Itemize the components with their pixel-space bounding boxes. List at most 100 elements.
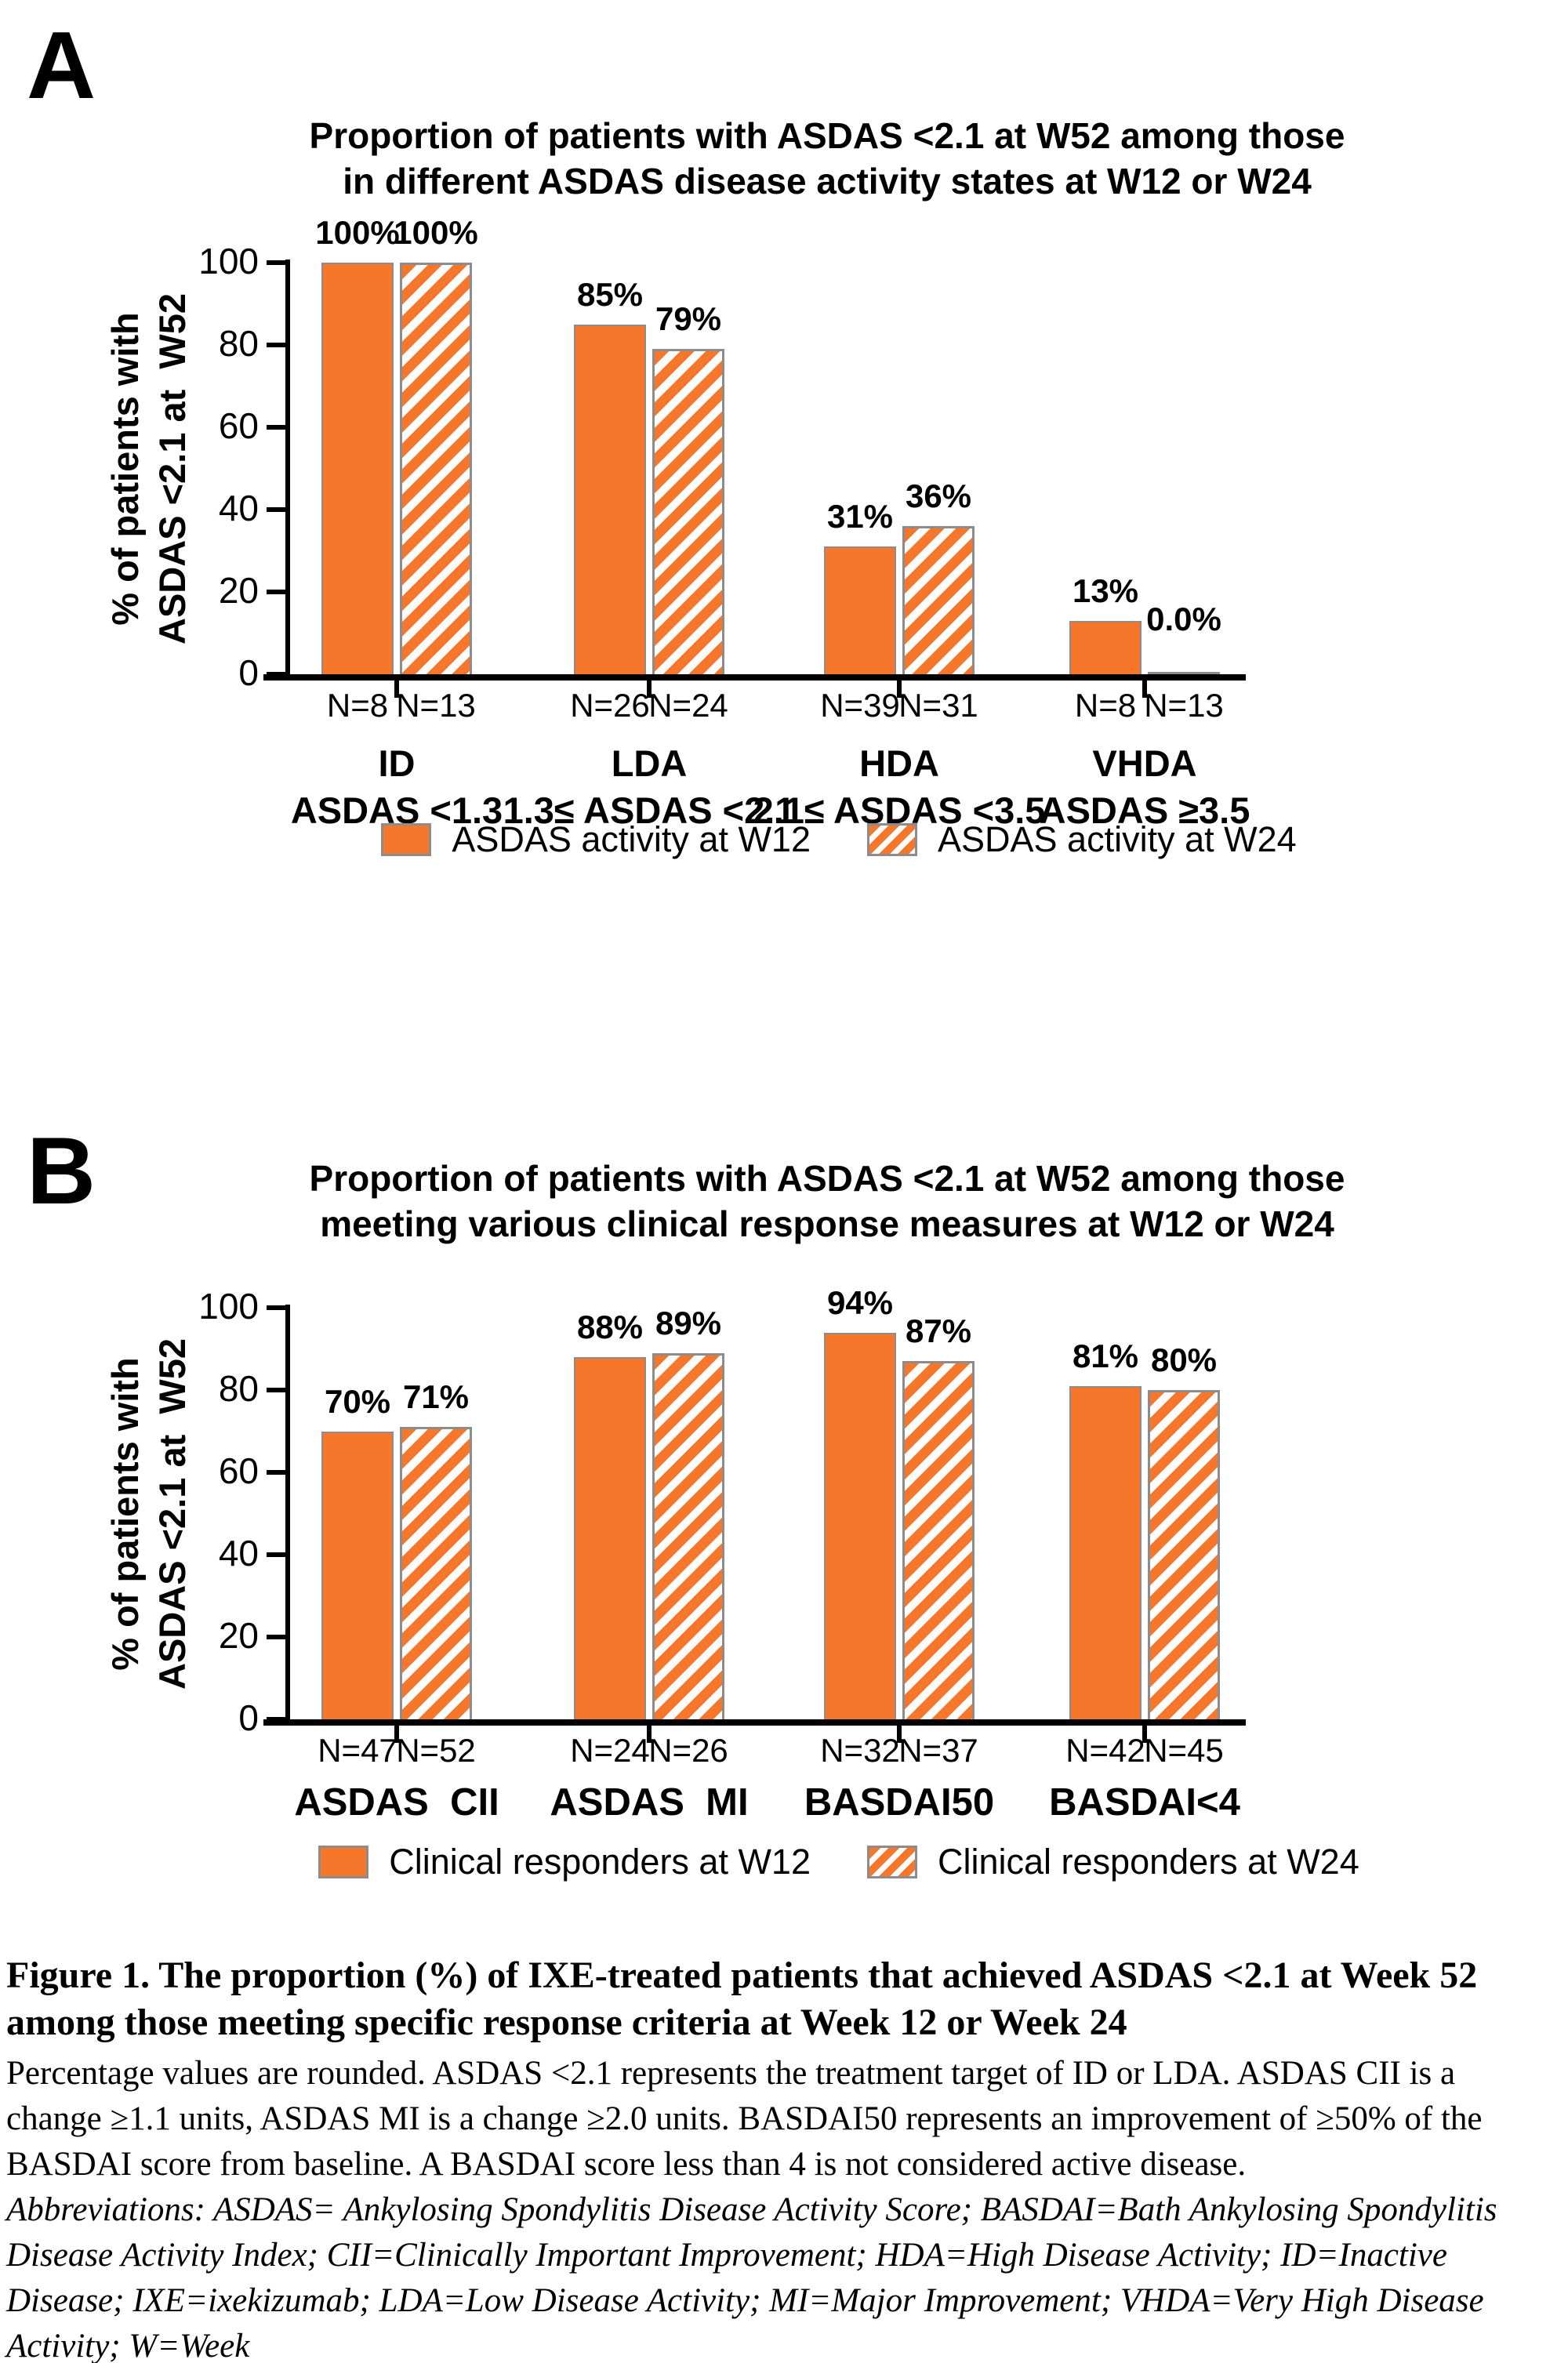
y-axis-tick xyxy=(267,343,285,347)
y-axis-tick-label: 60 xyxy=(218,1450,259,1491)
bar-n-label: N=47 xyxy=(318,1732,397,1769)
bar-hatched-w24 xyxy=(1148,1390,1220,1719)
bar-n-label: N=42 xyxy=(1065,1732,1145,1769)
bar-value-label: 71% xyxy=(402,1378,470,1416)
y-axis-tick xyxy=(267,1717,285,1722)
group-divider-tick xyxy=(394,1726,399,1743)
chart-a-legend: ASDAS activity at W12 ASDAS activity at … xyxy=(267,820,1411,859)
y-axis-tick-label: 20 xyxy=(218,1615,259,1656)
y-axis-tick-label: 60 xyxy=(218,405,259,446)
group-divider-tick xyxy=(1142,1726,1147,1743)
bar-value-label: 31% xyxy=(826,498,894,535)
bar-n-label: N=24 xyxy=(648,687,728,724)
bar-group: 85% N=26 79% N=24 LDA 1.3≤ ASDAS <2.1 xyxy=(503,263,796,831)
bar-value-label: 85% xyxy=(576,275,644,313)
bar-value-label: 87% xyxy=(905,1312,972,1350)
bar-solid-w12 xyxy=(1069,1385,1142,1719)
bar-n-label: N=32 xyxy=(820,1732,900,1769)
caption-abbreviations: Abbreviations: ASDAS= Ankylosing Spondyl… xyxy=(6,2191,1497,2363)
chart-b-x-axis-line xyxy=(263,1719,1246,1726)
group-divider-tick xyxy=(897,681,902,698)
legend-label-w12: Clinical responders at W12 xyxy=(389,1842,811,1882)
bar-value-label: 81% xyxy=(1072,1337,1139,1374)
bar-n-label: N=37 xyxy=(898,1732,978,1769)
y-axis-tick xyxy=(267,590,285,594)
y-axis-tick-label: 20 xyxy=(218,570,259,611)
bar-n-label: N=52 xyxy=(396,1732,476,1769)
bar-value-label: 80% xyxy=(1150,1341,1218,1378)
y-axis-tick xyxy=(267,1470,285,1475)
panel-letter-a: A xyxy=(27,12,96,118)
chart-a-title: Proportion of patients with ASDAS <2.1 a… xyxy=(278,113,1376,204)
bar-value-label: 100% xyxy=(394,214,478,251)
bar-solid-w12 xyxy=(574,1357,646,1719)
chart-b-y-axis-line xyxy=(285,1305,290,1726)
y-axis-tick-label: 100 xyxy=(198,241,259,281)
chart-a-title-line2: in different ASDAS disease activity stat… xyxy=(343,161,1312,201)
legend-label-w12: ASDAS activity at W12 xyxy=(452,819,811,859)
category-label: VHDA xyxy=(1092,742,1197,784)
y-axis-tick xyxy=(267,1552,285,1557)
bar-value-label: 88% xyxy=(576,1309,644,1345)
category-label: HDA xyxy=(859,742,939,784)
y-axis-tick-label: 80 xyxy=(218,323,259,364)
figure-caption: Figure 1. The proportion (%) of IXE-trea… xyxy=(6,1952,1557,2363)
bar-n-label: N=8 xyxy=(1074,687,1137,724)
bar-n-label: N=13 xyxy=(1144,687,1224,724)
group-divider-tick xyxy=(647,681,652,698)
y-axis-tick-label: 80 xyxy=(218,1368,259,1409)
bar-solid-w12 xyxy=(824,546,896,674)
group-divider-tick xyxy=(897,1726,902,1743)
y-axis-tick-label: 0 xyxy=(238,1697,259,1738)
bar-solid-w12 xyxy=(321,263,394,674)
solid-swatch-icon xyxy=(381,823,432,856)
bar-value-label: 89% xyxy=(655,1304,722,1341)
y-axis-tick xyxy=(267,1305,285,1310)
bar-group: 81% N=42 80% N=45 BASDAI<4 xyxy=(1049,1308,1240,1824)
group-divider-tick xyxy=(647,1726,652,1743)
category-label: ID xyxy=(378,742,416,784)
legend-item-w24: Clinical responders at W24 xyxy=(867,1842,1359,1882)
bar-group: 70% N=47 71% N=52 ASDAS CII xyxy=(294,1308,499,1824)
y-axis-tick xyxy=(267,672,285,677)
y-axis-tick-label: 0 xyxy=(238,652,259,693)
bar-n-label: N=8 xyxy=(326,687,389,724)
bar-hatched-w24 xyxy=(902,1361,975,1719)
chart-b-legend: Clinical responders at W12 Clinical resp… xyxy=(267,1842,1411,1882)
y-axis-tick xyxy=(267,1388,285,1392)
legend-item-w12: Clinical responders at W12 xyxy=(318,1842,811,1882)
chart-b-title-line1: Proportion of patients with ASDAS <2.1 a… xyxy=(309,1158,1345,1199)
solid-swatch-icon xyxy=(318,1846,369,1878)
y-axis-tick xyxy=(267,507,285,512)
bar-value-label: 0.0% xyxy=(1146,601,1221,637)
caption-title: Figure 1. The proportion (%) of IXE-trea… xyxy=(6,1955,1478,2043)
chart-a-title-line1: Proportion of patients with ASDAS <2.1 a… xyxy=(309,115,1345,156)
chart-b-plot-area: % of patients with ASDAS <2.1 at W52 0 20… xyxy=(104,1284,1246,1824)
bar-n-label: N=26 xyxy=(648,1732,728,1769)
category-label: ASDAS CII xyxy=(294,1781,499,1824)
chart-b-title: Proportion of patients with ASDAS <2.1 a… xyxy=(278,1156,1376,1247)
bar-group: 94% N=32 87% N=37 BASDAI50 xyxy=(804,1284,994,1824)
bar-group: 31% N=39 36% N=31 HDA 2.1≤ ASDAS <3.5 xyxy=(753,263,1046,831)
y-axis-tick xyxy=(267,260,285,265)
bar-n-label: N=24 xyxy=(570,1732,650,1769)
category-sublabel: 1.3≤ ASDAS <2.1 xyxy=(503,789,796,831)
hatched-swatch-icon xyxy=(867,823,917,856)
bar-solid-w12 xyxy=(824,1332,896,1719)
chart-a-x-axis-line xyxy=(263,674,1246,681)
bar-n-label: N=31 xyxy=(898,687,978,724)
bar-value-label: 100% xyxy=(315,214,400,251)
bar-solid-w12 xyxy=(574,324,646,674)
bar-hatched-w24 xyxy=(400,1427,472,1719)
bar-hatched-w24 xyxy=(902,526,975,674)
y-axis-tick-label: 100 xyxy=(198,1286,259,1327)
y-axis-tick-label: 40 xyxy=(218,488,259,528)
chart-a-y-axis-line xyxy=(285,260,290,681)
bar-value-label: 36% xyxy=(905,477,972,514)
bar-group: 88% N=24 89% N=26 ASDAS MI xyxy=(550,1304,748,1824)
category-sublabel: ASDAS ≥3.5 xyxy=(1039,789,1250,831)
chart-a-plot-area: % of patients with ASDAS <2.1 at W52 0 20… xyxy=(104,214,1250,831)
chart-b-title-line2: meeting various clinical response measur… xyxy=(320,1203,1334,1244)
bar-solid-w12 xyxy=(1069,620,1142,674)
